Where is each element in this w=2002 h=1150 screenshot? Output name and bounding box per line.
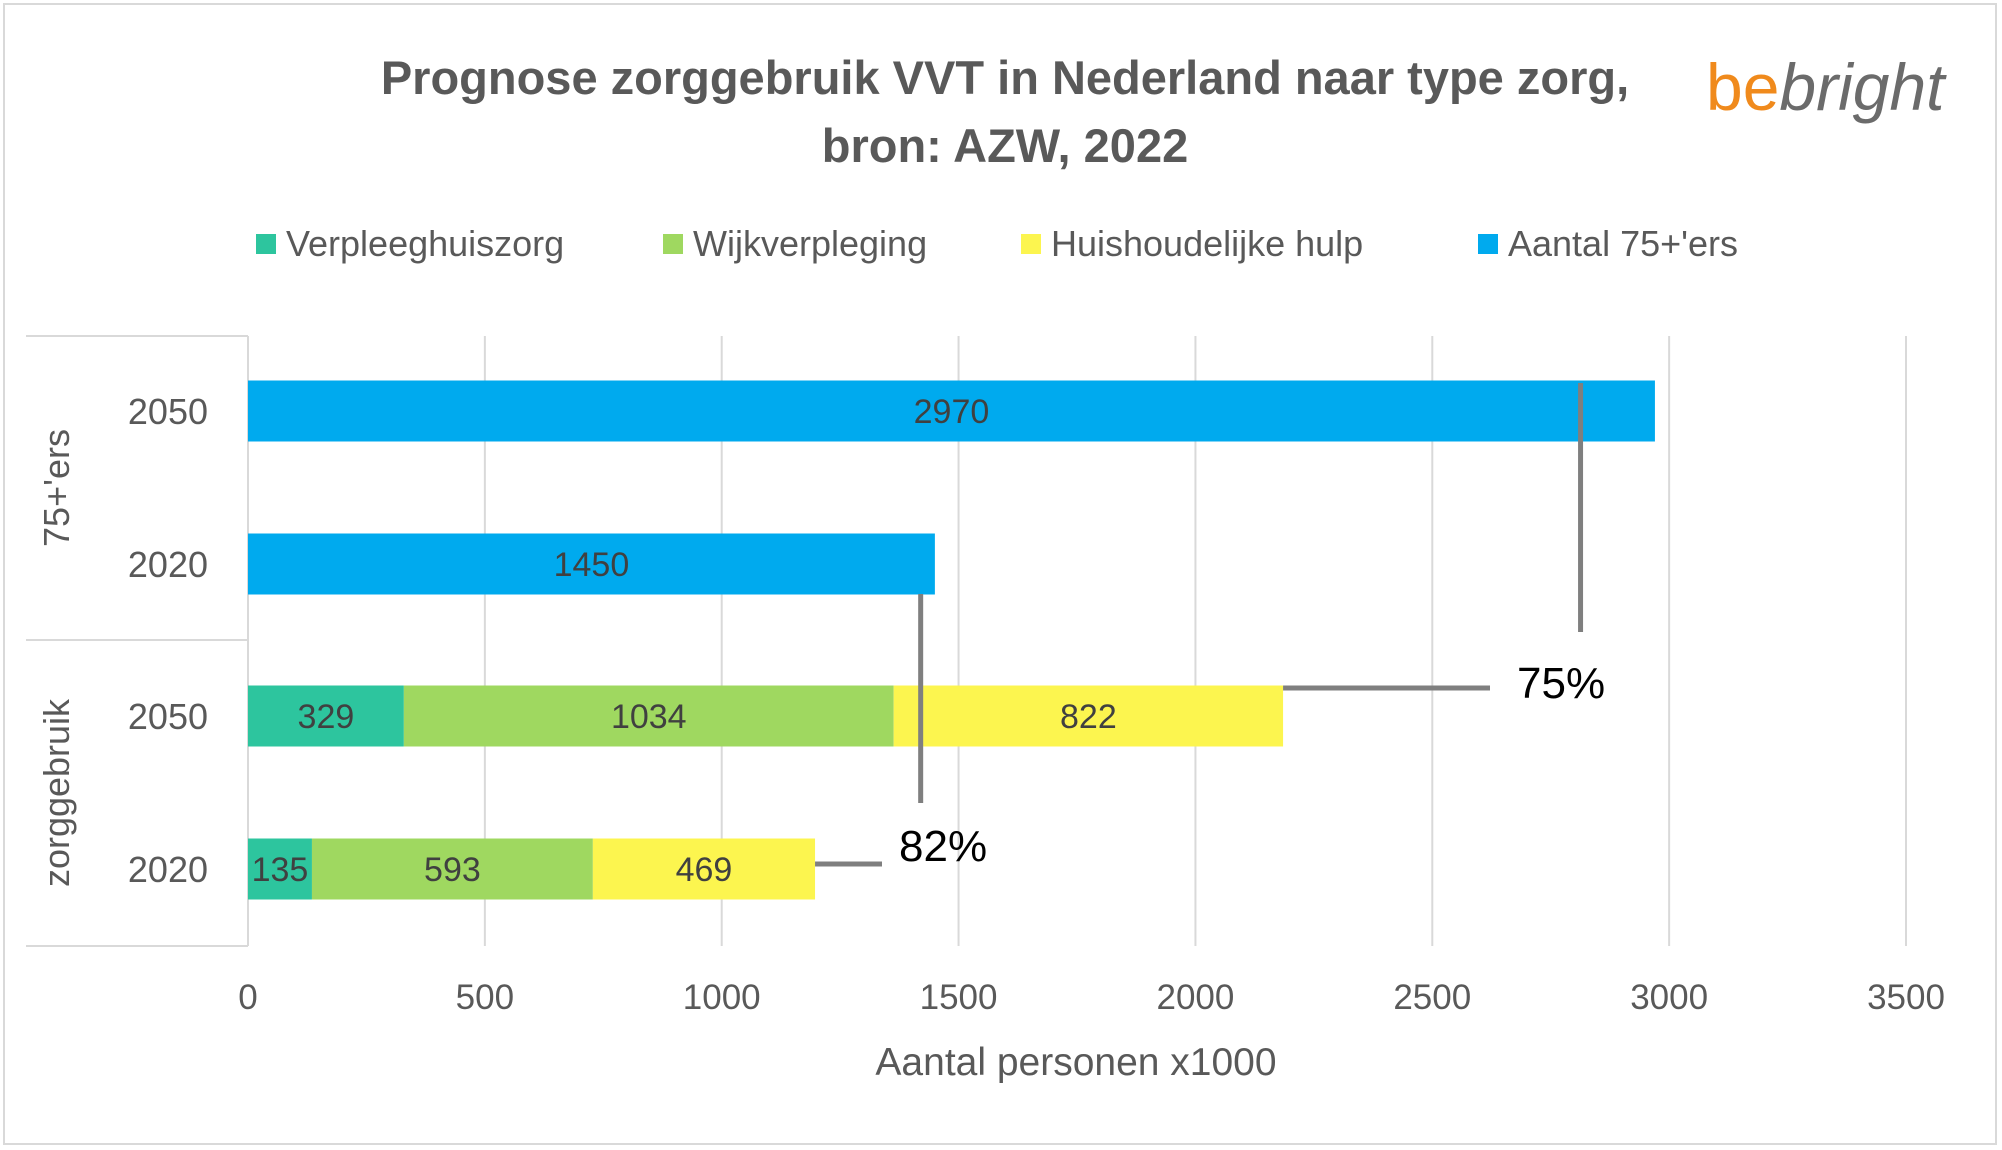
data-label-zorggebruik-2020-verpleeghuiszorg: 135 [252,851,309,889]
x-tick-label-1500: 1500 [920,978,998,1017]
data-label-75-ers-2050-aantal-75-ers: 2970 [914,393,990,431]
x-tick-label-0: 0 [238,978,257,1017]
logo-part-bright: bright [1779,50,1947,124]
bar-zorggebruik-2020-huishoudelijke-hulp [592,838,816,900]
x-tick-label-1000: 1000 [683,978,761,1017]
logo-part-be: be [1706,50,1779,124]
category-label-75-ers-2020: 2020 [128,544,208,585]
bar-zorggebruik-2020-wijkverpleging [311,838,593,900]
x-tick-label-2000: 2000 [1156,978,1234,1017]
bar-zorggebruik-2050-huishoudelijke-hulp [893,685,1284,747]
x-tick-label-500: 500 [456,978,514,1017]
group-label-75-ers: 75+'ers [36,429,77,547]
legend-label-wijkverpleging: Wijkverpleging [693,223,927,264]
category-axis: 75+'ers zorggebruik 2050 2020 2050 2020 [26,335,249,947]
x-tick-label-3500: 3500 [1867,978,1945,1017]
legend-label-verpleeghuiszorg: Verpleeghuiszorg [286,223,564,264]
bar-75-ers-2050-aantal-75-ers [248,380,1655,442]
bar-zorggebruik-2050-wijkverpleging [403,685,894,747]
chart-title-line-2: bron: AZW, 2022 [822,119,1188,172]
data-label-75-ers-2020-aantal-75-ers: 1450 [554,546,630,584]
data-label-zorggebruik-2050-verpleeghuiszorg: 329 [298,698,355,736]
annotations: 75% 82% [815,383,1605,871]
group-label-zorggebruik: zorggebruik [36,698,77,887]
category-label-zorggebruik-2050: 2050 [128,696,208,737]
legend-label-aantal-75-ers: Aantal 75+'ers [1508,223,1738,264]
data-label-zorggebruik-2050-wijkverpleging: 1034 [611,698,687,736]
x-axis-title: Aantal personen x1000 [875,1041,1276,1084]
category-label-75-ers-2050: 2050 [128,391,208,432]
x-tick-label-2500: 2500 [1393,978,1471,1017]
annotation-82-percent: 82% [899,822,987,871]
legend-label-huishoudelijke-hulp: Huishoudelijke hulp [1051,223,1363,264]
bebright-logo: bebright [1706,50,1947,124]
legend-swatch-huishoudelijke-hulp [1021,234,1041,254]
x-axis-ticks: 0 500 1000 1500 2000 2500 3000 3500 [238,978,1945,1017]
bar-75-ers-2020-aantal-75-ers [248,533,935,595]
data-label-zorggebruik-2050-huishoudelijke-hulp: 822 [1060,698,1117,736]
legend-swatch-wijkverpleging [663,234,683,254]
logo-text: bebright [1706,50,1947,124]
annotation-75-percent: 75% [1517,659,1605,708]
data-label-zorggebruik-2020-wijkverpleging: 593 [424,851,481,889]
legend-swatch-aantal-75-ers [1478,234,1498,254]
bar-zorggebruik-2020-verpleeghuiszorg [248,838,312,900]
bars: 2970 1450 329 1034 822 135 593 469 [248,380,1655,900]
legend: Verpleeghuiszorg Wijkverpleging Huishoudel… [256,223,1738,264]
legend-swatch-verpleeghuiszorg [256,234,276,254]
x-tick-label-3000: 3000 [1630,978,1708,1017]
chart-title-line-1: Prognose zorggebruik VVT in Nederland na… [381,51,1629,104]
category-label-zorggebruik-2020: 2020 [128,849,208,890]
data-label-zorggebruik-2020-huishoudelijke-hulp: 469 [676,851,733,889]
chart-frame [3,3,1997,1145]
bar-zorggebruik-2050-verpleeghuiszorg [248,685,404,747]
